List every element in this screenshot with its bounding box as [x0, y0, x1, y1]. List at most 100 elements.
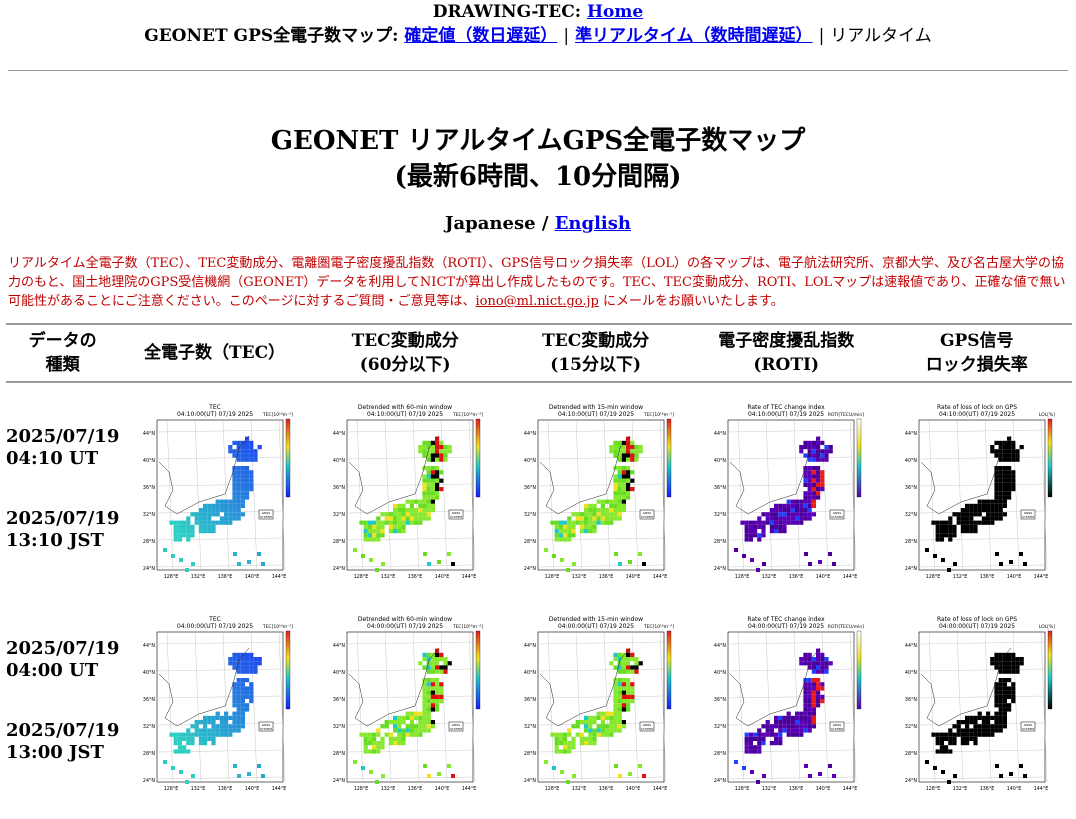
- dtec15-map-image[interactable]: Detrended with 15-min window04:10:00(UT)…: [510, 402, 682, 584]
- map-island-cell: [832, 562, 837, 566]
- map-data-cell: [198, 720, 203, 725]
- home-link[interactable]: Home: [587, 2, 644, 22]
- longitude-tick-label: 132°E: [190, 574, 205, 580]
- map-data-cell: [583, 728, 588, 733]
- map-data-cell: [405, 499, 410, 504]
- map-data-cell: [977, 732, 982, 737]
- map-data-cell: [211, 520, 216, 525]
- map-data-cell: [778, 715, 783, 720]
- map-data-cell: [625, 682, 630, 687]
- map-island-cell: [828, 552, 833, 556]
- map-data-cell: [430, 678, 436, 683]
- map-data-cell: [435, 478, 440, 483]
- map-data-cell: [393, 715, 398, 720]
- map-gridline: [156, 429, 283, 433]
- map-gridline: [984, 419, 991, 571]
- map-data-cell: [575, 720, 580, 725]
- map-data-cell: [994, 682, 999, 687]
- map-data-cell: [625, 694, 630, 699]
- lol-map-image[interactable]: Rate of loss of lock on GPS04:10:00(UT) …: [891, 402, 1063, 584]
- map-data-cell: [426, 715, 431, 720]
- map-data-cell: [443, 665, 448, 670]
- map-data-cell: [753, 524, 758, 529]
- map-data-cell: [439, 470, 444, 475]
- map-data-cell: [248, 682, 254, 687]
- map-data-cell: [566, 732, 572, 737]
- map-data-cell: [363, 732, 368, 737]
- map-data-cell: [388, 529, 394, 534]
- map-data-cell: [435, 665, 440, 670]
- near-realtime-link[interactable]: 準リアルタイム（数時間遅延）: [575, 26, 813, 46]
- map-data-cell: [985, 516, 990, 521]
- map-data-cell: [621, 699, 626, 704]
- map-data-cell: [968, 524, 974, 529]
- map-data-cell: [405, 732, 410, 737]
- map-data-cell: [617, 724, 622, 729]
- map-data-cell: [583, 508, 588, 513]
- gnss-badge-label: SYSTEM: [831, 727, 843, 731]
- confirmed-link[interactable]: 確定値（数日遅延）: [404, 26, 558, 46]
- map-data-cell: [240, 482, 245, 487]
- english-link[interactable]: English: [554, 213, 631, 234]
- map-data-cell: [198, 736, 203, 741]
- map-data-cell: [198, 520, 203, 525]
- latitude-tick-label: 24°N: [524, 778, 537, 784]
- map-data-cell: [1015, 453, 1020, 458]
- map-island-cell: [641, 774, 646, 778]
- lol-map-image[interactable]: Rate of loss of lock on GPS04:00:00(UT) …: [891, 614, 1063, 796]
- dtec60-map-image[interactable]: Detrended with 60-min window04:10:00(UT)…: [319, 402, 491, 584]
- email-link[interactable]: iono@ml.nict.go.jp: [475, 294, 599, 309]
- map-data-cell: [447, 445, 452, 450]
- latitude-tick-label: 28°N: [714, 751, 727, 757]
- map-data-cell: [422, 445, 427, 450]
- map-data-cell: [397, 529, 402, 534]
- map-island-cell: [565, 568, 570, 572]
- colorbar: [285, 418, 290, 498]
- map-data-cell: [583, 736, 588, 741]
- map-gridline: [956, 419, 963, 571]
- map-data-cell: [566, 529, 572, 534]
- map-data-cell: [185, 516, 191, 521]
- map-data-cell: [820, 652, 825, 657]
- map-data-cell: [820, 682, 825, 687]
- longitude-tick-label: 140°E: [625, 574, 640, 580]
- map-data-cell: [194, 512, 199, 517]
- map-data-cell: [384, 724, 389, 729]
- dtec60-map-image[interactable]: Detrended with 60-min window04:00:00(UT)…: [319, 614, 491, 796]
- map-data-cell: [592, 715, 597, 720]
- map-data-cell: [625, 703, 630, 708]
- map-data-cell: [439, 682, 444, 687]
- map-data-cell: [964, 508, 969, 513]
- map-data-cell: [774, 508, 779, 513]
- map-data-cell: [592, 529, 597, 534]
- map-data-cell: [562, 732, 567, 737]
- map-data-cell: [765, 728, 771, 733]
- map-island-cell: [627, 772, 632, 776]
- map-data-cell: [575, 732, 580, 737]
- map-data-cell: [761, 732, 766, 737]
- map-gridline: [1040, 631, 1047, 783]
- map-data-cell: [956, 728, 961, 733]
- map-data-cell: [1006, 652, 1011, 657]
- map-data-cell: [236, 652, 241, 657]
- map-unit-label: ROTI[TECU/min]: [828, 624, 865, 630]
- map-data-cell: [960, 741, 965, 746]
- map-data-cell: [985, 715, 990, 720]
- map-data-cell: [761, 724, 766, 729]
- map-data-cell: [600, 720, 605, 725]
- dtec15-map-image[interactable]: Detrended with 15-min window04:00:00(UT)…: [510, 614, 682, 796]
- map-island-cell: [804, 764, 809, 768]
- gnss-badge-label: GNSS: [833, 723, 841, 727]
- map-gridline: [603, 631, 610, 783]
- map-data-cell: [935, 520, 940, 525]
- map-data-cell: [816, 678, 821, 683]
- title-line-1: GEONET リアルタイムGPS全電子数マップ: [270, 126, 806, 156]
- map-data-cell: [782, 520, 787, 525]
- map-data-cell: [202, 529, 207, 534]
- longitude-tick-label: 136°E: [979, 786, 994, 792]
- map-data-cell: [617, 703, 622, 708]
